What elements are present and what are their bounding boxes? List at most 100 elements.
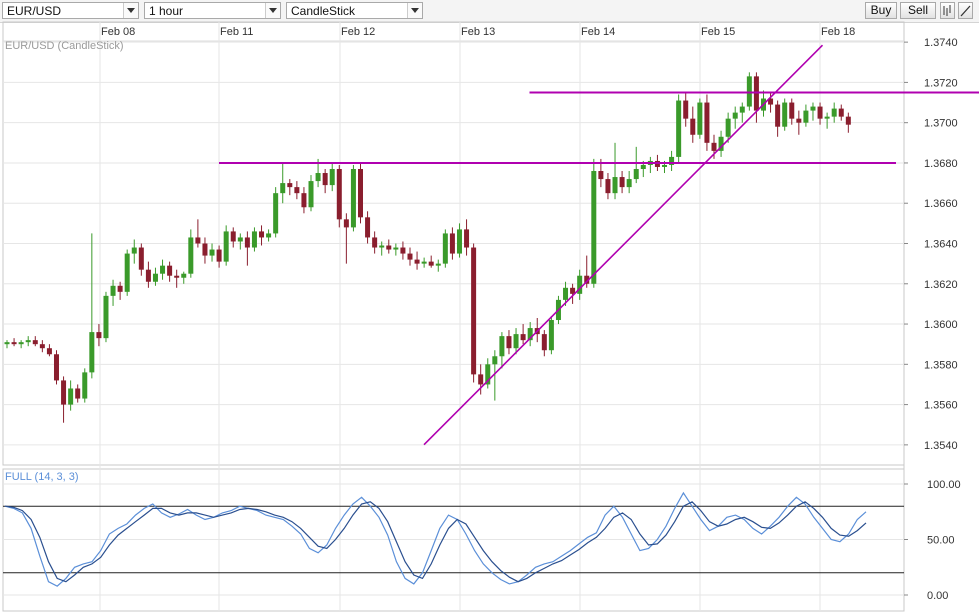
candle-body (442, 233, 448, 264)
x-tick-label: Feb 11 (220, 26, 253, 38)
stoch-y-tick-label: 100.00 (927, 479, 961, 491)
price-panel-title: EUR/USD (CandleStick) (5, 40, 124, 52)
candle-body (181, 273, 187, 278)
bars-icon (943, 5, 951, 16)
chart-type-value: CandleStick (291, 4, 356, 18)
x-tick-label: Feb 13 (461, 26, 495, 38)
candle-body (216, 249, 222, 262)
y-tick-label: 1.3720 (924, 77, 958, 89)
chevron-down-icon (407, 3, 422, 18)
candle-body (18, 342, 24, 345)
candle-body (775, 104, 781, 127)
stoch-y-tick-label: 50.00 (927, 535, 955, 547)
y-tick-label: 1.3680 (924, 158, 958, 170)
candle-body (308, 181, 314, 208)
candle-body (372, 237, 378, 248)
candle-body (527, 328, 533, 341)
candle-body (244, 237, 250, 248)
candle-body (803, 110, 809, 123)
candle-body (343, 219, 349, 228)
candle-body (739, 106, 745, 113)
candle-body (817, 106, 823, 119)
candle-body (725, 118, 731, 137)
candle-body (654, 160, 660, 167)
candle-body (845, 116, 851, 125)
candle-body (456, 229, 462, 254)
y-tick-label: 1.3560 (924, 400, 958, 412)
candle-body (697, 102, 703, 135)
candle-body (61, 380, 67, 405)
annotations (219, 44, 979, 446)
candle-body (449, 233, 455, 254)
candle-body (753, 76, 759, 111)
candle-body (746, 76, 752, 107)
timeframe-value: 1 hour (149, 4, 184, 18)
candle-body (393, 247, 399, 250)
chevron-down-icon (265, 3, 280, 18)
candle-body (492, 356, 498, 365)
candle-body (407, 253, 413, 260)
draw-line-icon (960, 5, 971, 17)
candle-body (152, 273, 158, 282)
candle-body (329, 168, 335, 186)
candle-body (251, 231, 257, 248)
x-tick-label: Feb 15 (701, 26, 735, 38)
candle-body (810, 106, 816, 111)
x-tick-label: Feb 12 (341, 26, 375, 38)
symbol-select[interactable]: EUR/USD (2, 2, 139, 19)
candle-body (386, 245, 392, 250)
candle-body (188, 237, 194, 274)
candle-body (520, 334, 526, 341)
candle-body (82, 372, 88, 399)
symbol-value: EUR/USD (7, 4, 62, 18)
bars-icon-button[interactable] (940, 2, 955, 19)
candle-body (626, 179, 632, 188)
candle-body (796, 118, 802, 123)
candle-body (570, 287, 576, 294)
candle-body (379, 245, 385, 248)
candle-body (124, 253, 130, 292)
candle-body (273, 193, 279, 234)
stoch-k-line (4, 491, 867, 587)
y-tick-label: 1.3620 (924, 279, 958, 291)
candle-body (718, 136, 724, 151)
chevron-down-icon (123, 3, 138, 18)
candle-body (195, 237, 201, 244)
candle-body (662, 164, 668, 167)
candle-body (237, 237, 243, 242)
candle-body (563, 287, 569, 300)
candle-body (75, 388, 81, 399)
candle-body (322, 173, 328, 186)
candle-body (619, 177, 625, 188)
candle-body (301, 193, 307, 208)
buy-button[interactable]: Buy (865, 2, 897, 19)
timeframe-select[interactable]: 1 hour (144, 2, 281, 19)
candle-body (174, 275, 180, 278)
draw-line-icon-button[interactable] (958, 2, 973, 19)
candle-body (350, 168, 356, 228)
price-y-axis: 1.3540 1.3560 1.3580 1.3600 1.3620 1.3640 1.36… (904, 37, 958, 452)
candle-body (584, 275, 590, 284)
candle-body (690, 118, 696, 135)
candle-body (711, 142, 717, 151)
candle-body (32, 340, 38, 345)
chart-type-select[interactable]: CandleStick (286, 2, 423, 19)
candle-body (358, 168, 363, 218)
candle-body (138, 247, 144, 270)
candle-body (421, 261, 427, 264)
candle-body (605, 179, 611, 194)
candle-body (365, 217, 371, 238)
sell-button[interactable]: Sell (900, 2, 936, 19)
candle-body (46, 348, 52, 355)
candle-body (25, 340, 31, 343)
candle-body (294, 187, 300, 194)
y-tick-label: 1.3640 (924, 239, 958, 251)
candle-body (259, 231, 265, 238)
candle-body (230, 231, 236, 242)
candle-body (160, 265, 166, 274)
candle-body (824, 116, 830, 119)
candle-body (202, 243, 208, 256)
candle-body (541, 334, 547, 351)
candle-body (591, 171, 597, 284)
